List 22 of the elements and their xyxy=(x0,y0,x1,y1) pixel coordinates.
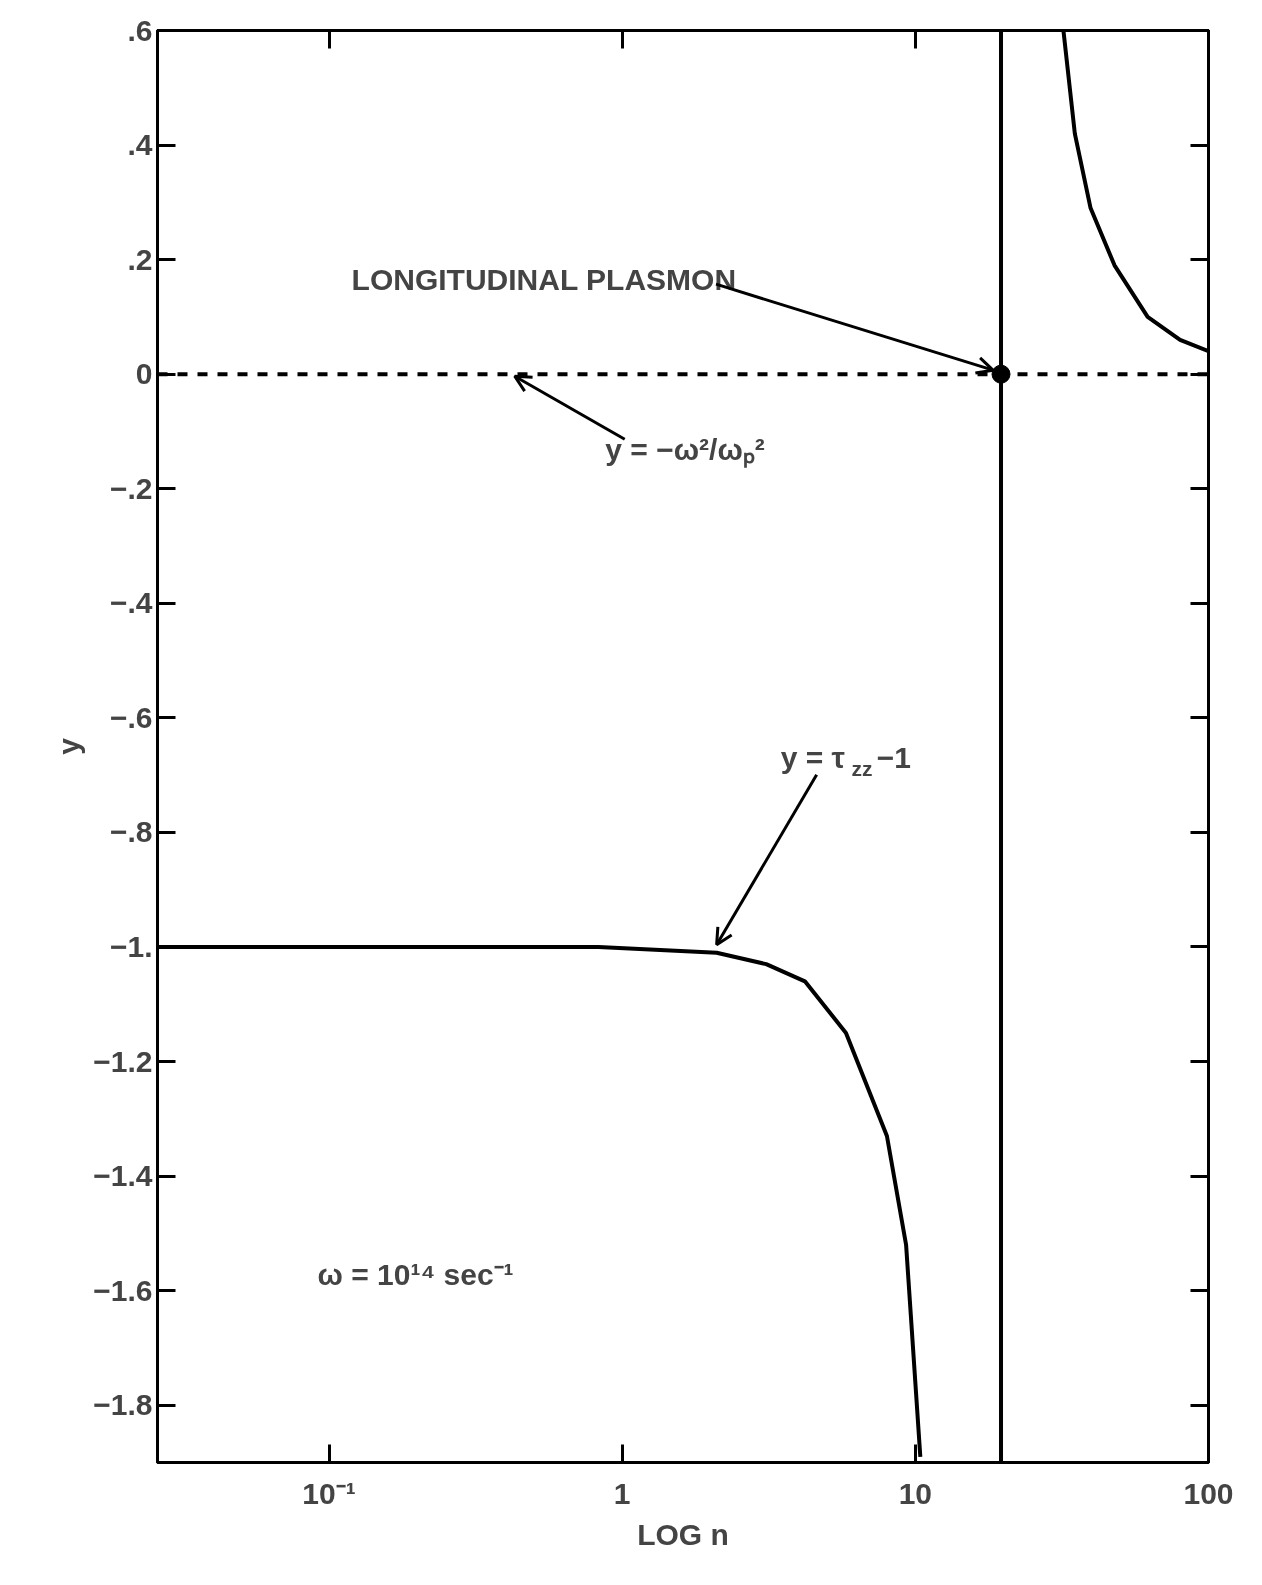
y-tick-label: .4 xyxy=(127,128,153,162)
y-tick-label: −.2 xyxy=(109,471,153,505)
y-axis-title: y xyxy=(52,737,86,755)
annotation: ω = 10¹⁴ sec⁻¹ xyxy=(317,1257,514,1291)
y-tick-label: .6 xyxy=(127,13,153,47)
y-tick-label: −1.8 xyxy=(93,1388,153,1422)
x-axis-title: LOG n xyxy=(637,1517,729,1551)
y-tick-label: −1. xyxy=(109,929,153,963)
y-tick-label: −.8 xyxy=(109,815,153,849)
y-tick-label: −1.6 xyxy=(93,1273,153,1307)
x-tick-label: 10 xyxy=(898,1476,933,1510)
x-tick-label: 1 xyxy=(613,1476,631,1510)
y-tick-label: −.6 xyxy=(109,700,153,734)
annotation: y = −ω²/ωₚ² xyxy=(605,432,765,468)
y-tick-label: .2 xyxy=(127,242,153,276)
x-tick-label: 10⁻¹ xyxy=(302,1476,356,1510)
annotation: LONGITUDINAL PLASMON xyxy=(351,262,737,296)
y-tick-label: 0 xyxy=(135,357,153,391)
y-tick-label: −1.4 xyxy=(93,1159,153,1193)
x-tick-label: 100 xyxy=(1183,1476,1234,1510)
y-tick-label: −.4 xyxy=(109,586,153,620)
y-tick-label: −1.2 xyxy=(93,1044,153,1078)
